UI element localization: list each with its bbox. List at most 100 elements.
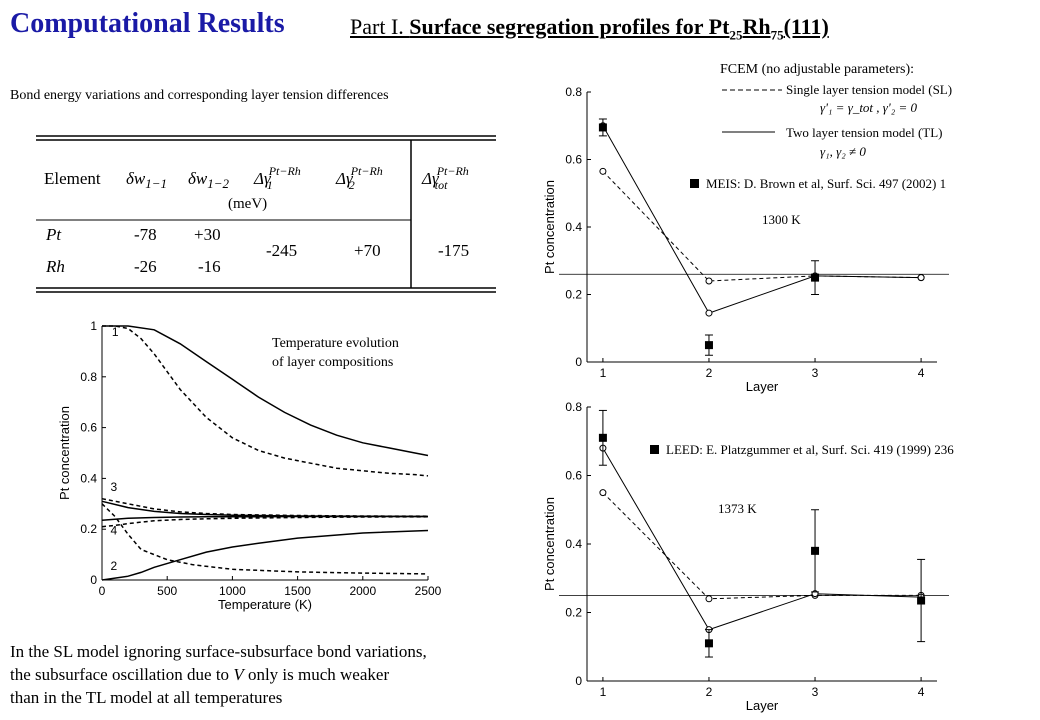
data-marker-square xyxy=(811,273,820,282)
part-bold: Surface segregation profiles for Pt25Rh7… xyxy=(409,14,829,43)
leed-legend-marker xyxy=(650,445,659,454)
x-tick-label: 1 xyxy=(600,685,607,699)
x-tick-label: 2000 xyxy=(349,584,376,598)
y-axis-label: Pt concentration xyxy=(57,406,72,500)
merged-g2: +70 xyxy=(354,241,381,260)
x-tick-label: 4 xyxy=(918,366,925,380)
page-subtitle: Part I. Surface segregation profiles for… xyxy=(350,14,829,43)
y-tick-label: 0 xyxy=(90,573,97,587)
data-marker-square xyxy=(704,341,713,350)
page-title: Computational Results xyxy=(10,8,285,39)
sl-legend-label: Single layer tension model (SL) xyxy=(786,82,953,97)
conclusion-line2: the subsurface oscillation due to V only… xyxy=(10,663,427,686)
y-tick-label: 0.6 xyxy=(565,153,582,167)
x-tick-label: 4 xyxy=(918,685,925,699)
x-tick-label: 2 xyxy=(706,366,713,380)
data-marker-square xyxy=(598,433,607,442)
curve-number-label: 2 xyxy=(111,559,118,573)
th-g1: ΔγPt−Rh 1 xyxy=(253,164,301,192)
y-tick-label: 0.6 xyxy=(565,469,582,483)
merged-g1: -245 xyxy=(266,241,297,260)
part-sub1: 25 xyxy=(729,27,743,43)
data-point-circle xyxy=(599,167,607,175)
conclusion-line2-v: V xyxy=(233,665,244,684)
x-axis-label: Temperature (K) xyxy=(218,597,312,612)
tl-legend-formula: γ₁, γ₂ ≠ 0 xyxy=(820,144,866,159)
curve-number-label: 1 xyxy=(112,325,119,339)
x-tick-label: 1000 xyxy=(219,584,246,598)
y-tick-label: 0.2 xyxy=(565,606,582,620)
conclusion-line1: In the SL model ignoring surface-subsurf… xyxy=(10,642,427,661)
x-tick-label: 0 xyxy=(99,584,106,598)
th-gtot: ΔγPt−Rh tot xyxy=(421,164,469,192)
temp-label-line1: Temperature evolution xyxy=(272,336,399,351)
y-tick-label: 0 xyxy=(575,355,582,369)
row-rh-dw1: -26 xyxy=(134,257,157,276)
row-rh-element: Rh xyxy=(45,257,65,276)
y-axis-label: Pt concentration xyxy=(542,180,557,274)
meis-temperature: 1300 K xyxy=(762,212,801,227)
merged-gtot: -175 xyxy=(438,241,469,260)
y-axis-label: Pt concentration xyxy=(542,497,557,591)
y-tick-label: 1 xyxy=(90,319,97,333)
leed-legend-label: LEED: E. Platzgummer et al, Surf. Sci. 4… xyxy=(666,442,954,457)
data-point-circle xyxy=(705,277,713,285)
temp-label-line2: of layer compositions xyxy=(272,355,394,370)
data-marker-square xyxy=(811,546,820,555)
series-line-0 xyxy=(602,492,922,600)
curve-number-label: 4 xyxy=(111,523,118,537)
leed-temperature: 1373 K xyxy=(718,501,757,516)
data-marker-square xyxy=(704,639,713,648)
x-tick-label: 500 xyxy=(157,584,177,598)
part-mid: Rh xyxy=(742,14,771,39)
curve-number-label: 3 xyxy=(111,480,118,494)
th-dw2: δw1−2 xyxy=(188,169,230,191)
model-legend xyxy=(722,89,782,133)
series-line-5 xyxy=(101,516,429,528)
table-caption: Bond energy variations and corresponding… xyxy=(10,88,389,103)
meis-legend-label: MEIS: D. Brown et al, Surf. Sci. 497 (20… xyxy=(706,176,947,191)
y-tick-label: 0.8 xyxy=(80,370,97,384)
y-tick-label: 0.2 xyxy=(80,522,97,536)
data-marker-square xyxy=(598,123,607,132)
data-point-circle xyxy=(917,274,925,282)
series-line-1 xyxy=(602,125,922,314)
series-line-0 xyxy=(102,325,429,457)
part-sub2: 75 xyxy=(770,27,784,43)
data-point-circle xyxy=(599,489,607,497)
series-line-1 xyxy=(102,325,429,477)
tl-legend-label: Two layer tension model (TL) xyxy=(786,125,943,140)
x-axis-label: Layer xyxy=(746,698,779,713)
y-tick-label: 0.2 xyxy=(565,288,582,302)
data-point-circle xyxy=(705,595,713,603)
x-tick-label: 3 xyxy=(812,685,819,699)
x-tick-label: 1 xyxy=(600,366,607,380)
part-tail: (111) xyxy=(783,14,829,39)
y-tick-label: 0.4 xyxy=(565,220,582,234)
data-point-circle xyxy=(705,309,713,317)
data-marker-square xyxy=(917,596,926,605)
temperature-evolution-chart: 0 0.2 0.4 0.6 0.8 1 0 500 1000 1500 2000 2500 Temper… xyxy=(57,319,442,612)
th-g2: ΔγPt−Rh 2 xyxy=(335,164,383,192)
part-prefix: Part I. xyxy=(350,14,410,39)
y-tick-label: 0 xyxy=(575,674,582,688)
y-tick-label: 0.6 xyxy=(80,421,97,435)
part-bold-text: Surface segregation profiles for Pt xyxy=(409,14,730,39)
row-pt-dw1: -78 xyxy=(134,225,157,244)
x-tick-label: 3 xyxy=(812,366,819,380)
y-tick-label: 0.8 xyxy=(565,400,582,414)
table-unit: (meV) xyxy=(228,196,267,212)
conclusion-line2-a: the subsurface oscillation due to xyxy=(10,665,234,684)
conclusion-line2-b: only is much weaker xyxy=(243,665,390,684)
x-tick-label: 2 xyxy=(706,685,713,699)
y-tick-label: 0.8 xyxy=(565,85,582,99)
row-pt-dw2: +30 xyxy=(194,225,221,244)
row-rh-dw2: -16 xyxy=(198,257,221,276)
sl-legend-formula: γ'₁ = γ_tot , γ'₂ = 0 xyxy=(820,100,917,115)
y-tick-label: 0.4 xyxy=(565,537,582,551)
x-tick-label: 1500 xyxy=(284,584,311,598)
x-tick-label: 2500 xyxy=(415,584,442,598)
th-dw1: δw1−1 xyxy=(126,169,167,191)
temperature-evolution-label: Temperature evolution of layer compositi… xyxy=(272,334,399,372)
meis-profile-chart: 0 0.2 0.4 0.6 0.8 1 2 3 4 Layer Pt concentration xyxy=(542,85,949,394)
